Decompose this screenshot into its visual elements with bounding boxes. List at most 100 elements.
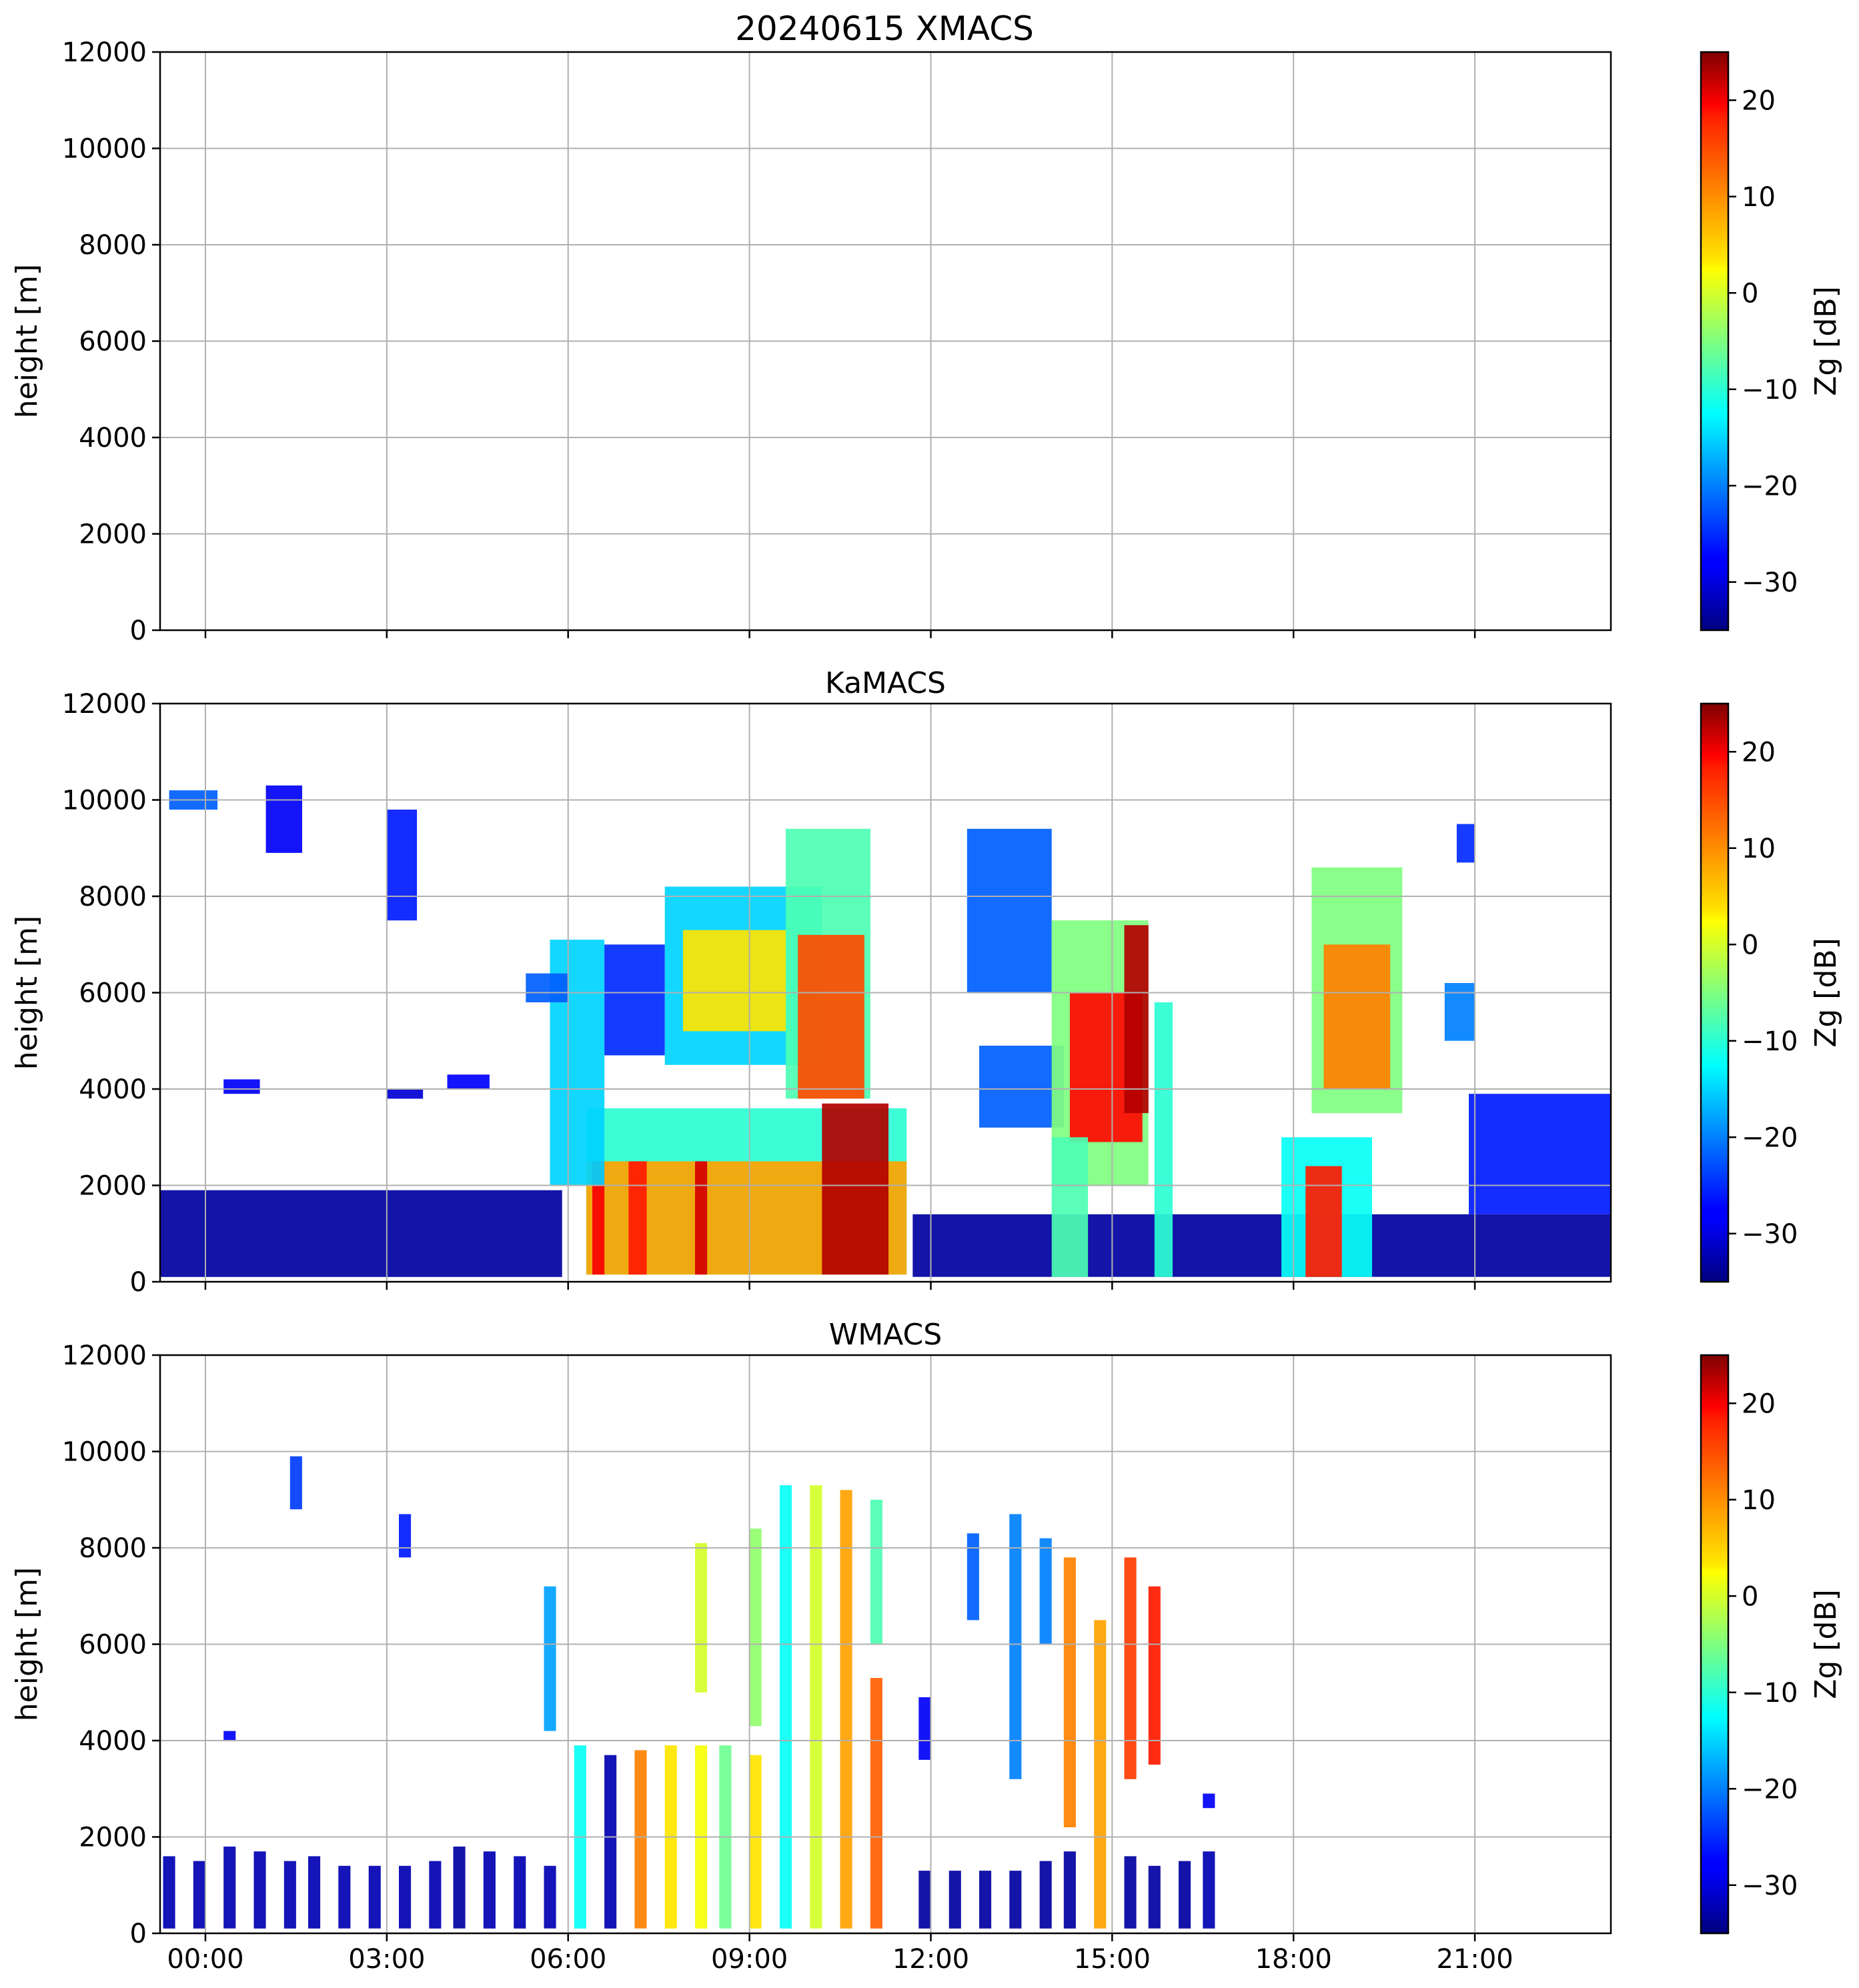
y-tick-label: 12000	[62, 1340, 147, 1371]
echo-cell	[870, 1499, 882, 1645]
echo-cell	[1456, 824, 1475, 863]
echo-cell	[429, 1861, 442, 1929]
y-tick-label: 8000	[79, 882, 147, 912]
echo-cell	[544, 1865, 556, 1929]
y-tick-label: 0	[130, 1919, 147, 1949]
echo-cell	[386, 810, 418, 921]
y-axis-label: height [m]	[10, 916, 44, 1070]
echo-cell	[1305, 1166, 1342, 1277]
y-tick-label: 8000	[79, 230, 147, 261]
colorbar-gradient	[1700, 1354, 1730, 1935]
echo-cell	[368, 1865, 381, 1929]
x-tick-label: 09:00	[711, 1944, 788, 1975]
y-tick-label: 6000	[79, 978, 147, 1009]
colorbar-tick-label: −30	[1742, 1219, 1798, 1250]
colorbar-tick-label: 0	[1742, 1581, 1758, 1612]
echo-cell	[592, 1161, 605, 1275]
x-tick-label: 03:00	[348, 1944, 425, 1975]
figure-suptitle: 20240615 XMACS	[735, 9, 1034, 48]
y-tick-label: 2000	[79, 1171, 147, 1202]
echo-cell	[1124, 1856, 1137, 1929]
echo-cell	[918, 1871, 931, 1929]
echo-cell	[1094, 1620, 1107, 1929]
echo-cell	[604, 1755, 617, 1929]
echo-cell	[283, 1861, 296, 1929]
echo-cell	[160, 1190, 562, 1277]
colorbar-tick-label: −20	[1742, 471, 1798, 502]
echo-cell	[265, 785, 302, 853]
y-tick-label: 0	[130, 616, 147, 646]
colorbar-tick-label: 10	[1742, 1485, 1776, 1516]
y-tick-label: 2000	[79, 1823, 147, 1853]
echo-cell	[628, 1161, 647, 1275]
echo-cell	[682, 930, 786, 1032]
y-tick-label: 4000	[79, 1074, 147, 1105]
panel-2: KaMACS 0 2000 4000 6000 8000 10000 12000 height …	[10, 666, 1843, 1298]
colorbar-tick-label: −10	[1742, 1026, 1798, 1057]
echo-cell	[810, 1485, 822, 1929]
x-tick-label: 12:00	[892, 1944, 969, 1975]
echo-cell	[1051, 1137, 1089, 1277]
colorbar-tick-label: 10	[1742, 182, 1776, 213]
echo-cell	[979, 1871, 992, 1929]
colorbar-tick-label: 20	[1742, 85, 1776, 116]
colorbar-label: Zg [dB]	[1809, 1589, 1843, 1699]
echo-cell	[544, 1586, 556, 1731]
echo-cell	[1124, 925, 1149, 1114]
x-tick-label: 15:00	[1074, 1944, 1151, 1975]
echo-cell	[453, 1846, 466, 1929]
echo-cell	[967, 1533, 979, 1621]
panel-3: WMACS 0 2000 4000 6000 8000 10000 12000 height […	[10, 1318, 1843, 1975]
echo-cell	[1203, 1851, 1215, 1929]
echo-cell	[912, 1214, 1611, 1277]
echo-cell	[1179, 1861, 1191, 1929]
y-tick-label: 12000	[62, 689, 147, 720]
echo-cell	[949, 1871, 961, 1929]
y-tick-label: 4000	[79, 423, 147, 453]
echo-cell	[483, 1851, 496, 1929]
echo-cell	[918, 1697, 931, 1760]
echo-cell	[223, 1079, 260, 1094]
echo-cell	[308, 1856, 321, 1929]
y-tick-label: 8000	[79, 1533, 147, 1564]
y-tick-label: 12000	[62, 37, 147, 68]
colorbar-tick-label: −10	[1742, 375, 1798, 405]
colorbar-tick-label: 20	[1742, 1388, 1776, 1419]
y-axis-label: height [m]	[10, 264, 44, 418]
echo-cell	[193, 1861, 205, 1929]
echo-cell	[447, 1074, 490, 1089]
colorbar: 20 10 0 −10 −20 −30 Zg [dB]	[1700, 1354, 1843, 1935]
y-axis-label: height [m]	[10, 1567, 44, 1721]
echo-cell	[1039, 1861, 1052, 1929]
echo-cell	[1063, 1851, 1076, 1929]
colorbar-tick-label: −20	[1742, 1774, 1798, 1805]
x-tick-label: 18:00	[1255, 1944, 1332, 1975]
echo-cell	[386, 1089, 424, 1099]
echo-cell	[1444, 983, 1475, 1041]
echo-cell	[967, 828, 1052, 993]
echo-cell	[289, 1456, 302, 1510]
echo-cell	[634, 1750, 647, 1929]
x-tick-label: 00:00	[167, 1944, 243, 1975]
colorbar-tick-label: −10	[1742, 1678, 1798, 1709]
echo-cell	[1203, 1793, 1215, 1809]
colorbar-gradient	[1700, 702, 1730, 1283]
echo-cell	[822, 1103, 888, 1275]
echo-cell	[1154, 1002, 1173, 1277]
echo-cell	[1039, 1538, 1052, 1645]
echo-cell	[338, 1865, 351, 1929]
colorbar-label: Zg [dB]	[1809, 286, 1843, 396]
colorbar-tick-label: 20	[1742, 737, 1776, 768]
colorbar: 20 10 0 −10 −20 −30 Zg [dB]	[1700, 702, 1843, 1283]
echo-cell	[399, 1865, 412, 1929]
echo-cell	[979, 1046, 1064, 1128]
echo-cell	[1009, 1871, 1022, 1929]
colorbar-tick-label: −20	[1742, 1122, 1798, 1153]
echo-cell	[779, 1485, 792, 1929]
panel-title: WMACS	[829, 1318, 942, 1352]
echo-cell	[749, 1755, 762, 1929]
echo-cell	[1148, 1586, 1161, 1765]
echo-cell	[163, 1856, 175, 1929]
